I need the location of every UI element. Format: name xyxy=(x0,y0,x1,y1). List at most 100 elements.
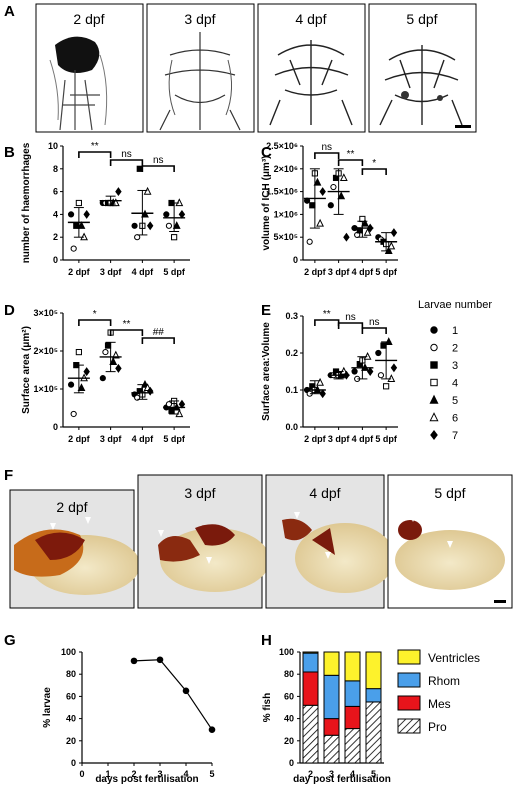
legend-swatch xyxy=(397,695,421,711)
x-tick-label: 2 dpf xyxy=(68,267,91,277)
bar-segment-mes xyxy=(344,705,361,730)
legend-marker-1 xyxy=(430,326,438,334)
image-A-2: 3 dpf xyxy=(146,3,255,133)
data-point xyxy=(390,363,398,373)
bar-segment-ventricles xyxy=(302,651,319,654)
y-tick-label: 6 xyxy=(53,187,58,197)
y-tick-label: 2.5×10⁶ xyxy=(266,141,298,151)
image-A-3: 4 dpf xyxy=(257,3,366,133)
data-point xyxy=(337,191,346,200)
data-point xyxy=(102,348,109,356)
image-A-2-header: 3 dpf xyxy=(184,11,215,27)
x-tick-label: 3 dpf xyxy=(100,267,123,277)
significance-bracket xyxy=(361,327,387,334)
x-tick-label: 4 xyxy=(350,769,355,779)
y-tick-label: 1×10⁵ xyxy=(34,384,59,394)
x-tick-label: 5 xyxy=(209,769,214,779)
y-tick-label: 0 xyxy=(289,758,294,768)
x-tick-label: 0 xyxy=(79,769,84,779)
panel-label-D: D xyxy=(4,302,15,319)
data-point xyxy=(67,211,75,218)
data-point xyxy=(146,221,154,231)
significance-bracket xyxy=(78,151,112,158)
scale-bar xyxy=(494,600,506,603)
data-point xyxy=(130,657,138,665)
chart-H: 0 20 40 60 80 100 % fish day post fertilisation… xyxy=(262,647,480,785)
x-tick-label: 5 xyxy=(371,769,376,779)
data-point xyxy=(178,209,186,219)
y-tick-label: 0 xyxy=(53,255,58,265)
data-point xyxy=(366,367,374,376)
bar-segment-pro xyxy=(323,734,340,764)
image-F-4: 5 dpf xyxy=(387,474,513,609)
x-tick-label: 2 dpf xyxy=(304,267,327,277)
chart-G: 0 20 40 60 80 100 0 1 2 3 4 5 days post fertilisatio… xyxy=(42,647,216,785)
panel-label-C: C xyxy=(261,144,272,161)
x-tick-label: 4 dpf xyxy=(132,434,155,444)
x-tick-label: 3 xyxy=(329,769,334,779)
y-tick-label: 40 xyxy=(284,714,294,724)
data-point xyxy=(75,348,82,356)
data-point xyxy=(351,368,358,375)
image-F-4-header: 5 dpf xyxy=(434,485,465,501)
x-tick-label: 2 dpf xyxy=(68,434,91,444)
x-tick-label: 2 dpf xyxy=(304,434,327,444)
data-point xyxy=(377,372,385,379)
significance-bracket xyxy=(361,168,387,175)
data-point xyxy=(115,363,122,373)
y-tick-label: 10 xyxy=(48,141,58,151)
y-tick-label: 0.3 xyxy=(285,311,298,321)
x-tick-label: 3 xyxy=(157,769,162,779)
panel-label-E: E xyxy=(261,302,271,319)
y-tick-label: 2×10⁵ xyxy=(34,346,59,356)
data-point xyxy=(309,202,316,209)
significance-bracket xyxy=(141,165,175,172)
data-point xyxy=(172,221,181,229)
y-axis-title: % fish xyxy=(262,693,273,722)
data-point xyxy=(115,187,122,197)
bar-segment-mes xyxy=(323,718,340,736)
y-axis-title: number of haemorrhages xyxy=(21,142,32,263)
data-point xyxy=(165,222,173,229)
y-tick-label: 20 xyxy=(284,736,294,746)
data-point xyxy=(165,401,173,408)
y-axis-title: volume of ICH (μm³) xyxy=(261,155,272,250)
panel-label-H: H xyxy=(261,632,272,649)
x-tick-label: 4 dpf xyxy=(132,267,155,277)
legend-marker-2 xyxy=(430,343,438,352)
x-tick-label: 5 dpf xyxy=(163,434,186,444)
significance-label: ** xyxy=(91,141,99,152)
legend-marker-5 xyxy=(429,394,439,404)
significance-bracket xyxy=(314,319,340,326)
bar-segment-rhom xyxy=(365,688,382,703)
bar-segment-rhom xyxy=(323,674,340,720)
legend-label: Ventricles xyxy=(428,651,480,665)
x-tick-label: 4 xyxy=(183,769,188,779)
image-F-3-header: 4 dpf xyxy=(309,485,340,501)
y-tick-label: 60 xyxy=(284,691,294,701)
y-tick-label: 2×10⁶ xyxy=(274,164,298,174)
data-point xyxy=(104,342,112,349)
x-tick-label: 1 xyxy=(105,769,110,779)
significance-label: ## xyxy=(153,327,165,338)
legend-label: 6 xyxy=(452,413,458,425)
image-A-1: 2 dpf xyxy=(35,3,144,133)
y-tick-label: 0 xyxy=(53,422,58,432)
data-point xyxy=(143,186,152,195)
legend-label: Mes xyxy=(428,697,451,711)
data-point xyxy=(319,389,326,399)
significance-bracket xyxy=(337,322,364,329)
y-tick-label: 1.5×10⁶ xyxy=(266,187,298,197)
significance-label: ns xyxy=(345,312,356,323)
data-point xyxy=(363,227,372,236)
data-point xyxy=(380,342,387,349)
legend-swatch xyxy=(397,649,421,665)
series-line xyxy=(133,659,213,731)
x-tick-label: 4 dpf xyxy=(352,434,375,444)
y-tick-label: 0.2 xyxy=(285,348,298,358)
legend-marker-4 xyxy=(430,378,438,387)
bar-segment-ventricles xyxy=(344,651,361,682)
data-point xyxy=(134,234,141,241)
image-F-1: 2 dpf xyxy=(9,489,140,609)
data-point xyxy=(77,221,86,229)
